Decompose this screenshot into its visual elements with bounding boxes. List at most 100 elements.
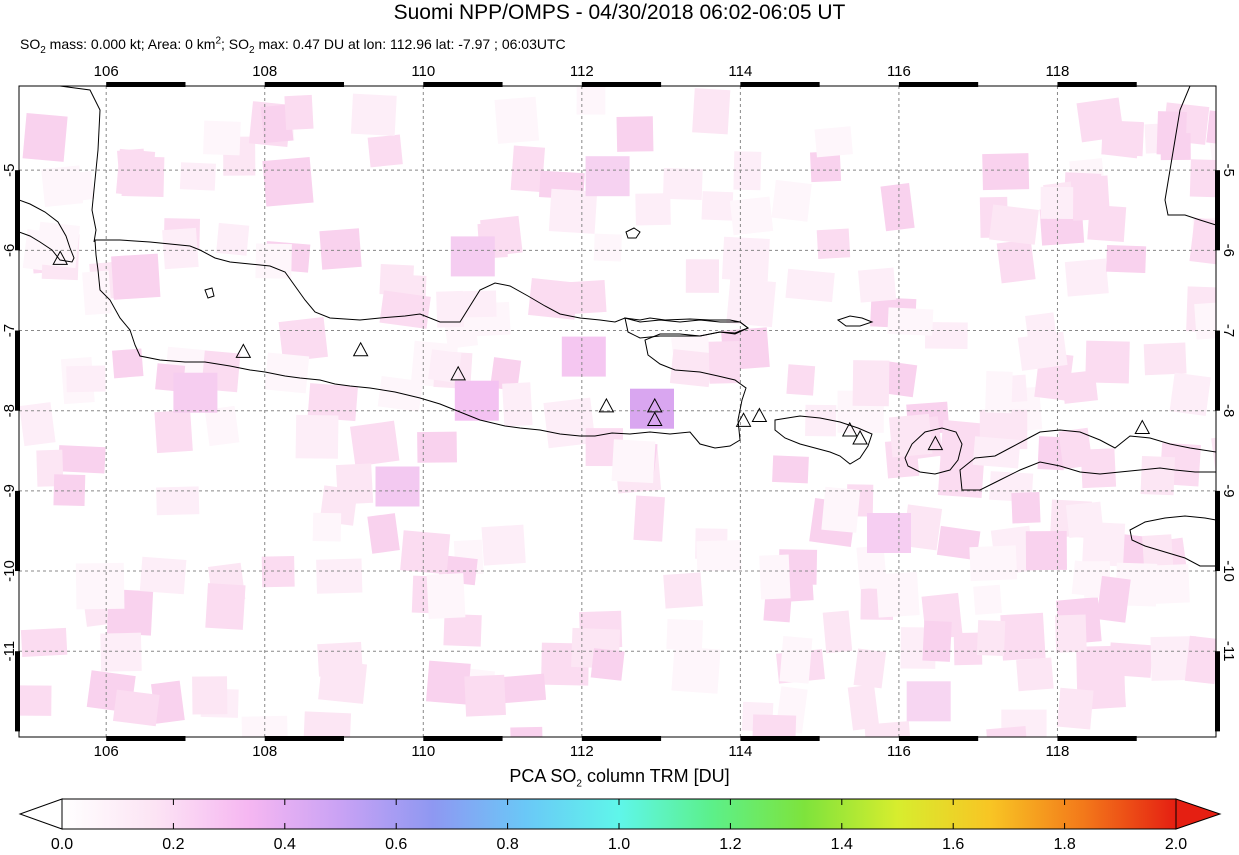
so2-pixel xyxy=(318,659,368,704)
so2-pixel xyxy=(1169,372,1211,416)
frame-band-right xyxy=(1215,170,1220,251)
lon-label-top: 116 xyxy=(887,63,911,80)
so2-pixel xyxy=(805,404,837,437)
colorbar-title-sub: 2 xyxy=(576,778,582,790)
lon-label-bottom: 112 xyxy=(570,743,594,760)
sumbawa-coastline xyxy=(959,429,1216,491)
colorbar-title-suffix: column TRM [DU] xyxy=(581,766,730,786)
so2-pixel xyxy=(19,685,52,716)
so2-pixel xyxy=(1064,258,1109,297)
so2-pixel xyxy=(151,680,185,724)
so2-pixel xyxy=(367,134,403,168)
max-time-value: 06:03UTC xyxy=(501,36,566,52)
so2-pixel xyxy=(400,530,451,575)
so2-pixel xyxy=(179,162,216,191)
frame-band-top xyxy=(423,82,503,87)
so2-pixel xyxy=(729,196,774,236)
colorbar-tick-label: 1.8 xyxy=(1053,836,1076,853)
frame-band-top xyxy=(740,82,820,87)
so2-pixel xyxy=(350,93,397,136)
so2-pixel xyxy=(902,504,943,551)
so2-pixel xyxy=(779,635,813,684)
stats-line: SO2 mass: 0.000 kt; Area: 0 km2; SO2 max… xyxy=(20,35,566,56)
so2-pixel xyxy=(112,689,160,727)
plot-title: Suomi NPP/OMPS - 04/30/2018 06:02-06:05 … xyxy=(393,1,846,24)
so2-pixel xyxy=(887,307,934,336)
so2-pixel xyxy=(75,562,125,610)
so2-pixel xyxy=(255,243,292,279)
so2-pixel xyxy=(1143,342,1187,376)
so2-pixel xyxy=(1085,340,1130,384)
so2-pixel xyxy=(192,676,228,715)
area-value: 0 km xyxy=(185,36,216,52)
so2-pixel xyxy=(41,165,84,208)
frame-band-top xyxy=(1057,82,1137,87)
lat-lon-grid xyxy=(19,86,1216,737)
java-coastline xyxy=(94,239,750,449)
volcano-marker xyxy=(751,407,768,423)
so2-pixel xyxy=(112,348,144,379)
so2-max-value: 0.47 DU xyxy=(292,36,345,52)
so2-pixel xyxy=(1184,635,1216,685)
so2-pixel xyxy=(115,148,156,197)
so2-pixel xyxy=(996,239,1036,284)
so2-pixel xyxy=(685,259,719,293)
lat-label-right: -10 xyxy=(1220,560,1237,582)
so2-pixel xyxy=(35,221,80,269)
colorbar-tick-label: 1.4 xyxy=(830,836,853,853)
colorbar-tick-label: 0.2 xyxy=(162,836,185,853)
colorbar-title-prefix: PCA SO xyxy=(509,766,577,786)
so2-pixel-elevated xyxy=(630,388,674,429)
so2-pixel xyxy=(953,632,983,666)
so2-pixel xyxy=(278,317,328,362)
so2-pixel xyxy=(443,613,482,647)
so2-pixel xyxy=(436,290,464,328)
so2-pixel xyxy=(726,278,777,328)
colorbar-tick-label: 0.6 xyxy=(385,836,408,853)
frame-band-left xyxy=(15,170,20,251)
so2-pixel xyxy=(1140,455,1175,496)
so2-pixel xyxy=(303,711,352,737)
so2-pixel xyxy=(821,486,861,533)
so2-pixel xyxy=(261,555,295,588)
volcano-marker xyxy=(646,411,663,427)
lon-label-bottom: 116 xyxy=(887,743,911,760)
lon-label-bottom: 106 xyxy=(94,743,119,760)
so2-pixel xyxy=(662,168,703,201)
so2-pixel xyxy=(936,525,981,561)
so2-pixel xyxy=(669,349,713,388)
so2-pixel xyxy=(66,365,106,393)
lat-label-right: -7 xyxy=(1220,324,1237,337)
lat-label-right: -6 xyxy=(1220,244,1237,257)
so2-pixel xyxy=(1057,687,1094,730)
lat-label-left: -10 xyxy=(1,560,18,582)
so2-pixel xyxy=(972,436,1021,469)
so2-pixel xyxy=(548,188,598,234)
so2-pixel xyxy=(633,495,665,542)
so2-pixel xyxy=(205,583,246,630)
frame-band-left xyxy=(15,330,20,411)
frame-band-top xyxy=(581,82,662,87)
so2-pixel xyxy=(1096,575,1131,623)
so2-pixel xyxy=(139,556,187,595)
lat-label-left: -5 xyxy=(1,164,18,177)
so2-pixel xyxy=(367,513,400,554)
so2-pixel xyxy=(1106,244,1147,274)
so2-pixel xyxy=(19,402,56,447)
lon-label-top: 118 xyxy=(1045,63,1069,80)
so2-pixel xyxy=(379,290,431,329)
so2-pixel xyxy=(924,322,968,350)
so2-pixel xyxy=(204,405,240,447)
so2-pixel xyxy=(1076,97,1125,143)
colorbar-min-arrow xyxy=(18,798,63,830)
so2-pixel xyxy=(58,445,106,474)
so2-pixel xyxy=(759,554,791,600)
lombok-coastline xyxy=(904,427,963,475)
so2-pixel xyxy=(856,545,888,590)
so2-pixel xyxy=(810,151,842,183)
so2-pixel xyxy=(882,361,918,398)
so2-pixel-elevated xyxy=(450,236,495,277)
so2-pixel xyxy=(22,112,68,162)
so2-pixel xyxy=(1206,110,1216,146)
